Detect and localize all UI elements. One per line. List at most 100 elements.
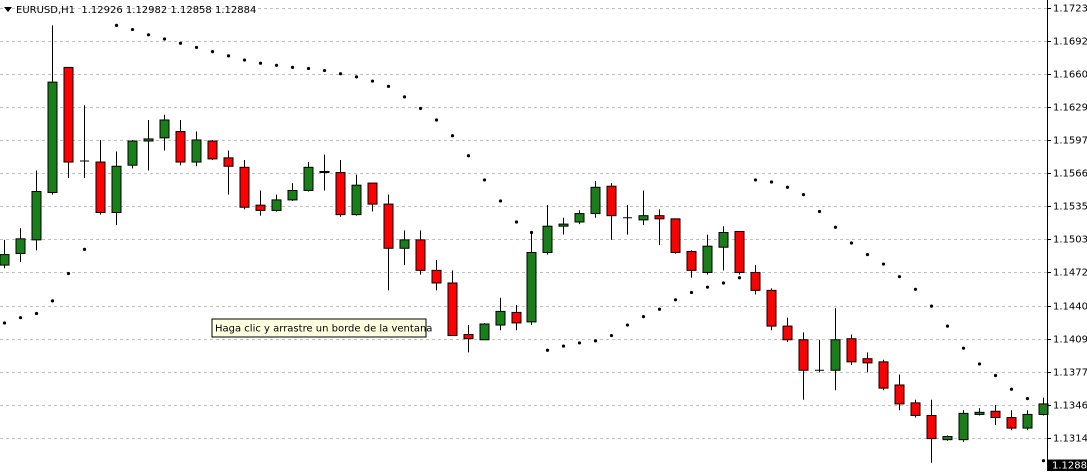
candle-body [1006, 417, 1017, 429]
sar-dot [881, 262, 886, 266]
sar-dot [945, 324, 950, 328]
sar-dot [450, 134, 455, 138]
sar-dot [609, 333, 614, 338]
sar-dot [913, 287, 918, 291]
sar-dot [130, 27, 135, 32]
sar-dot [386, 84, 391, 88]
candle-body [287, 189, 298, 201]
candle-body [31, 190, 42, 241]
sar-dot [561, 344, 566, 348]
sar-dot [146, 33, 151, 37]
candle-body [111, 165, 122, 214]
current-price-box [1048, 459, 1087, 472]
candle-body [431, 269, 442, 284]
candle-body [942, 436, 953, 441]
sar-dot [961, 346, 966, 350]
candle-body [335, 172, 346, 216]
candle-body [191, 139, 202, 163]
candle-body [526, 251, 537, 323]
candle-body [638, 215, 649, 221]
y-tick-label: 1.16605 [1053, 70, 1087, 81]
sar-dot [290, 65, 295, 70]
candle-body [319, 171, 330, 174]
sar-dot [929, 304, 934, 308]
candle-body [910, 402, 921, 416]
y-tick-label: 1.16290 [1053, 103, 1087, 114]
candle-body [399, 239, 410, 249]
sar-dot [498, 199, 503, 203]
sar-dot [817, 209, 822, 214]
sar-dot [801, 193, 806, 197]
y-tick-label: 1.13460 [1053, 401, 1087, 412]
candle-body [271, 199, 282, 211]
sar-dot [833, 225, 838, 229]
candle-body [558, 223, 569, 227]
candle-body [686, 250, 697, 271]
candle-body [542, 225, 553, 253]
candle-body [159, 119, 170, 139]
sar-dot [114, 23, 119, 27]
candle-body [0, 254, 10, 266]
candle-body [175, 131, 186, 163]
menu-arrow-icon[interactable] [4, 7, 12, 12]
candle-body [95, 161, 106, 214]
candle-body [670, 218, 681, 253]
candle-body [894, 384, 905, 405]
tooltip-box [211, 318, 427, 338]
sar-dot [849, 241, 854, 245]
candle-body [127, 140, 138, 166]
sar-dot [482, 178, 487, 182]
y-tick-label: 1.13775 [1053, 368, 1087, 379]
candle-body [958, 412, 969, 441]
candle-body [255, 204, 266, 211]
candle-body [830, 339, 841, 371]
sar-dot [673, 298, 678, 302]
sar-dot [689, 290, 694, 295]
sar-dot [593, 339, 598, 343]
sar-dot [434, 118, 439, 122]
sar-dot [82, 247, 87, 251]
sar-dot [1041, 459, 1046, 463]
sar-dot [18, 316, 23, 320]
candle-body [63, 66, 74, 163]
candle-body [606, 185, 617, 217]
candle-body [718, 232, 729, 248]
candle-body [47, 81, 58, 194]
sar-dot [993, 373, 998, 378]
candle-body [1038, 403, 1049, 415]
sar-dot [338, 72, 343, 76]
sar-dot [194, 45, 199, 50]
candle-body [974, 411, 985, 415]
candle-body [590, 186, 601, 215]
sar-dot [785, 185, 790, 189]
mark-layer [0, 23, 1049, 463]
candle-body [143, 138, 154, 142]
sar-dot [418, 106, 423, 111]
candle-body [734, 230, 745, 273]
candle-body [766, 289, 777, 327]
candle-body [702, 245, 713, 273]
grid-layer [0, 8, 1047, 439]
candle-body [654, 215, 665, 220]
sar-dot [514, 220, 519, 224]
candle-body [479, 323, 490, 341]
sar-dot [545, 348, 550, 352]
y-tick-label: 1.15975 [1053, 136, 1087, 147]
candle-body [447, 282, 458, 337]
candle-body [495, 310, 506, 326]
y-tick-label: 1.16920 [1053, 37, 1087, 48]
candle-body [223, 157, 234, 167]
candle-body [926, 414, 937, 440]
candle-body [303, 166, 314, 191]
candle-body [415, 239, 426, 271]
sar-dot [226, 54, 231, 58]
sar-dot [737, 276, 742, 280]
sar-dot [625, 323, 630, 327]
sar-dot [402, 95, 407, 99]
sar-dot [897, 275, 902, 279]
candle-body [878, 361, 889, 389]
candle-body [798, 339, 809, 371]
sar-dot [705, 285, 710, 289]
